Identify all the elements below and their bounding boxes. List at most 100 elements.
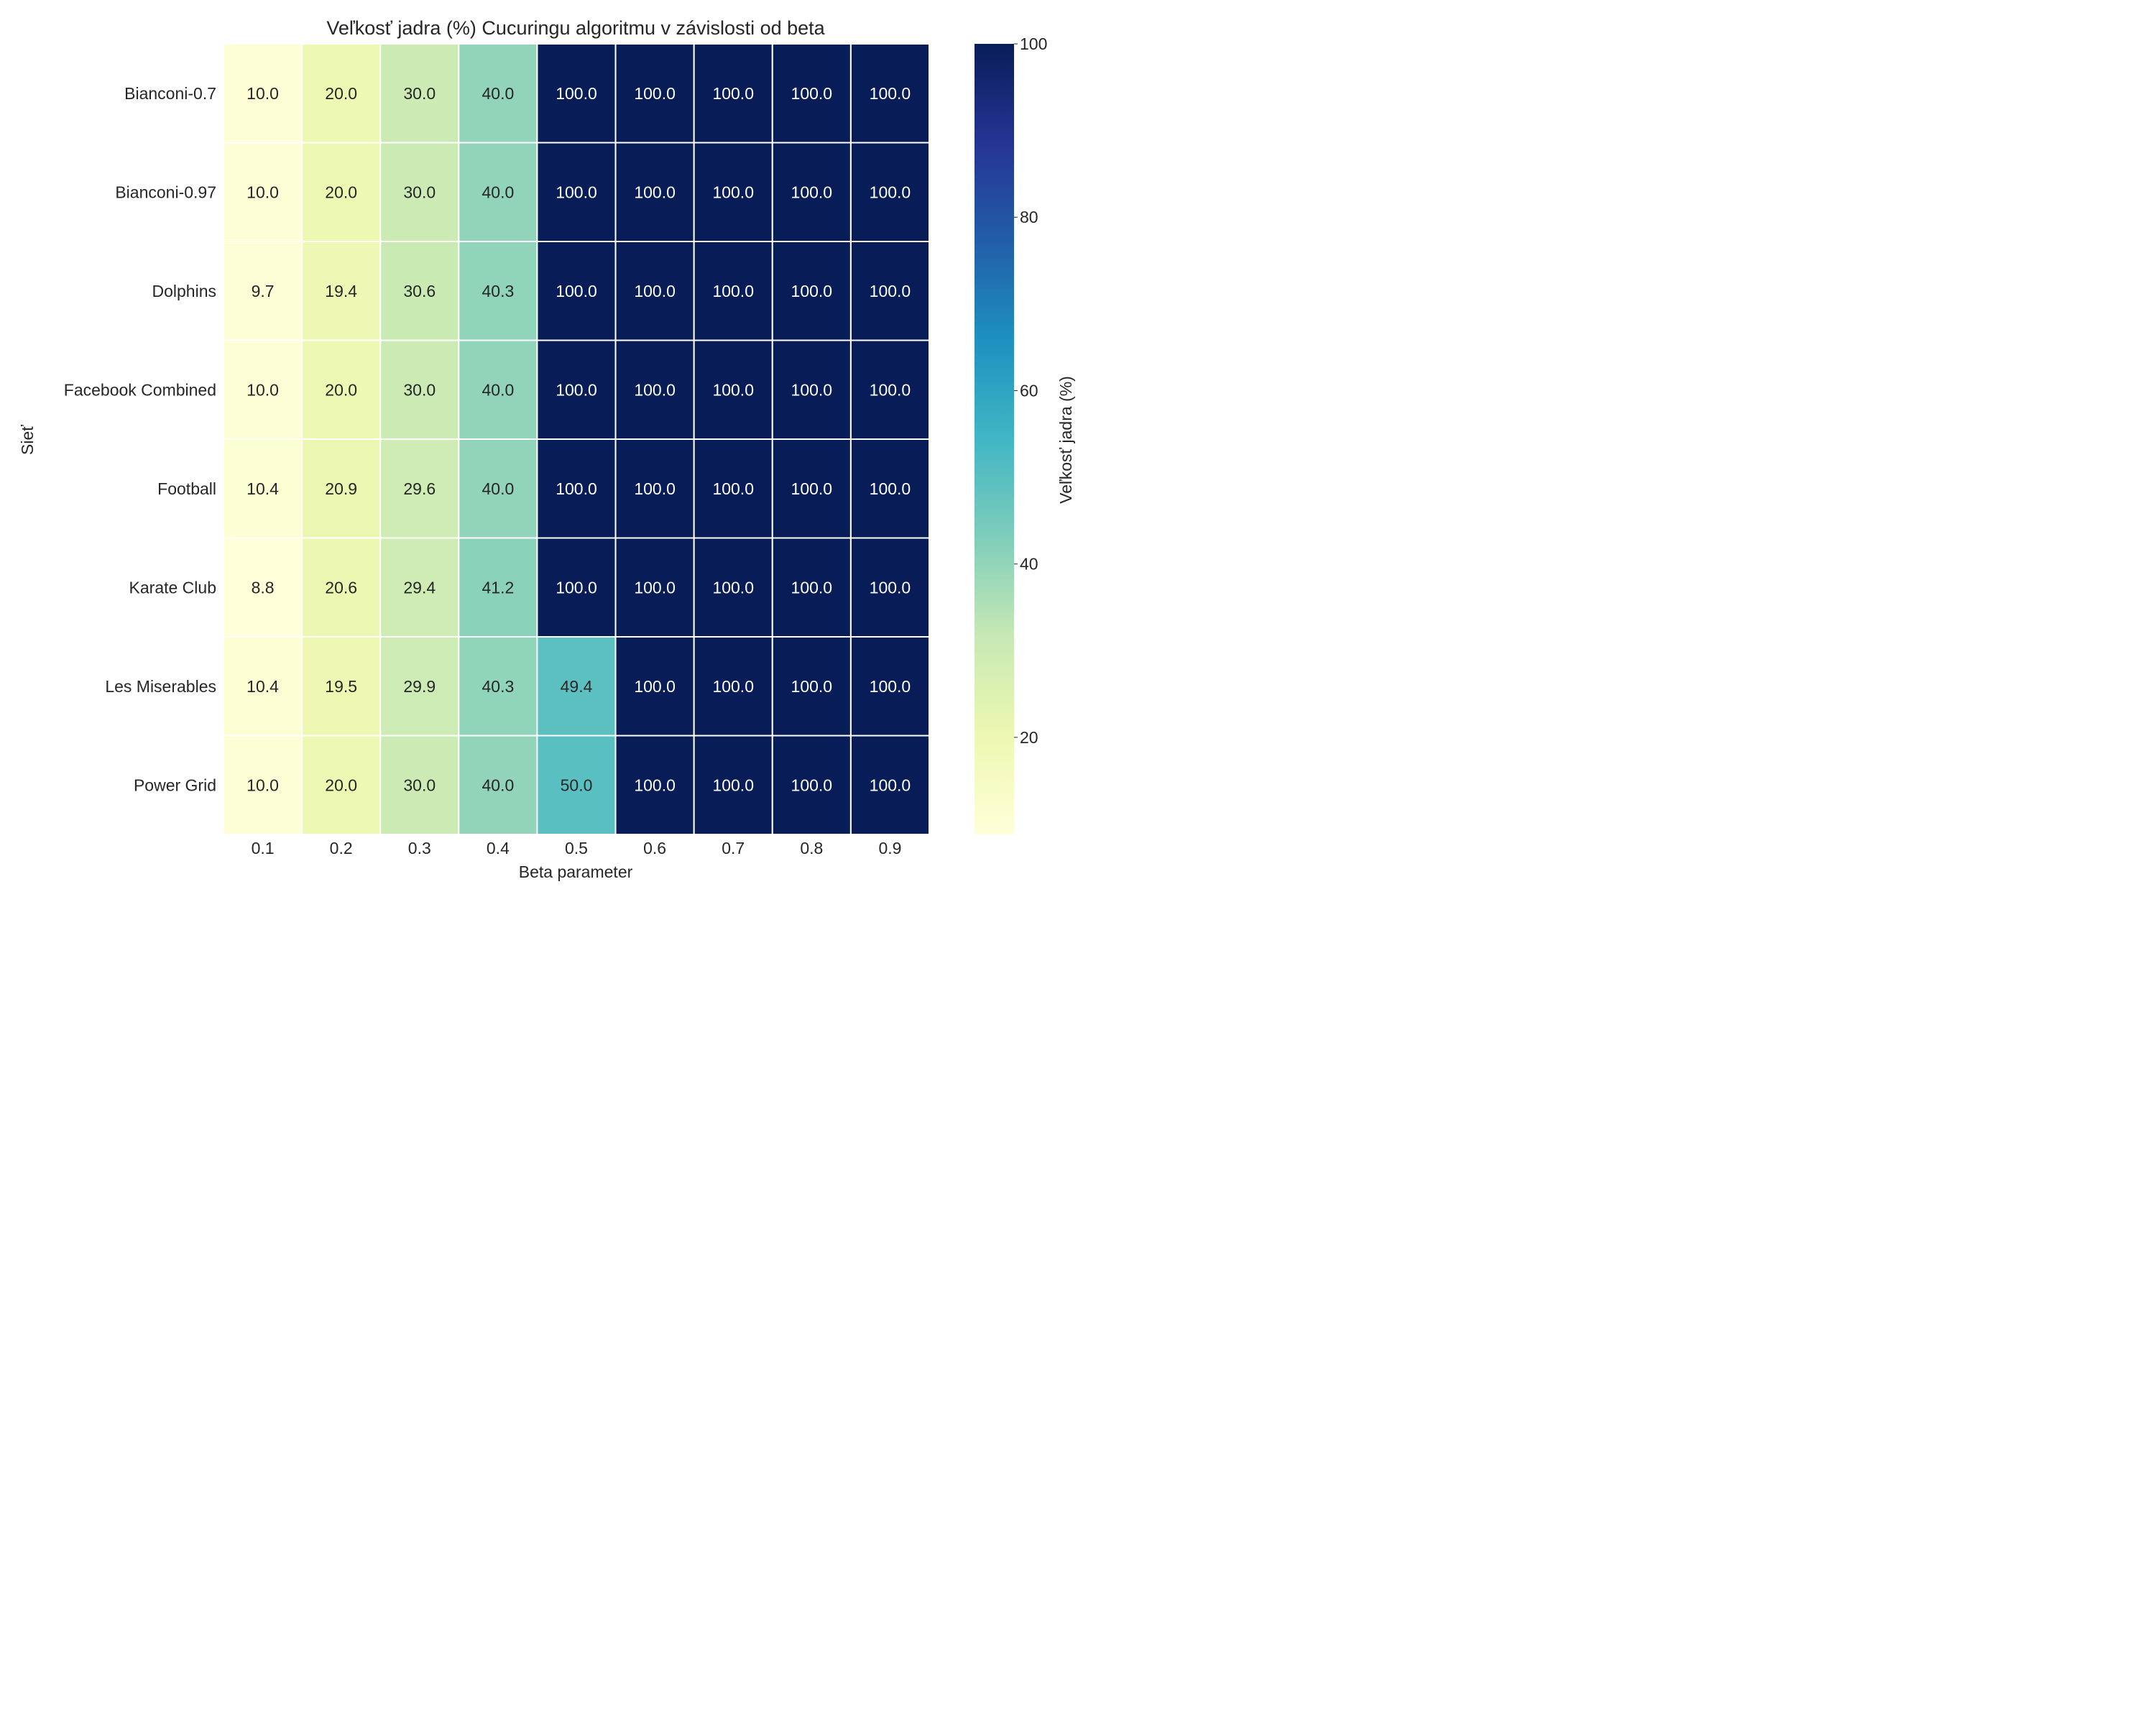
cell-value-label: 100.0	[634, 84, 676, 103]
colorbar-tick-label: 20	[1020, 728, 1038, 747]
cell-value-label: 8.8	[252, 578, 275, 597]
heatmap-cell	[223, 241, 303, 341]
cell-value-label: 20.6	[325, 578, 357, 597]
heatmap-cell	[223, 438, 303, 539]
heatmap-cell	[379, 438, 460, 539]
heatmap-cell	[458, 339, 538, 440]
row-label: Dolphins	[152, 282, 217, 300]
cell-value-label: 19.5	[325, 677, 357, 696]
heatmap-cell	[614, 735, 695, 835]
cell-value-label: 100.0	[712, 677, 754, 696]
cell-value-label: 100.0	[791, 479, 833, 498]
heatmap-cell	[301, 339, 382, 440]
heatmap-cell	[693, 241, 773, 341]
colorbar-tick-label: 40	[1020, 555, 1038, 574]
cell-value-label: 100.0	[634, 183, 676, 201]
heatmap-cell	[301, 241, 382, 341]
cell-value-label: 30.0	[403, 84, 436, 103]
heatmap-cell	[693, 636, 773, 737]
heatmap-cell	[614, 537, 695, 638]
cell-value-label: 41.2	[482, 578, 515, 597]
heatmap-cell	[379, 537, 460, 638]
cell-value-label: 100.0	[712, 380, 754, 399]
cell-value-label: 100.0	[634, 776, 676, 794]
column-label: 0.5	[565, 839, 588, 857]
heatmap-cell	[771, 43, 852, 144]
x-axis-title: Beta parameter	[519, 862, 633, 881]
cell-value-label: 100.0	[870, 183, 911, 201]
heatmap-cell	[223, 43, 303, 144]
cell-value-label: 100.0	[634, 578, 676, 597]
heatmap-cell	[301, 636, 382, 737]
cell-value-label: 40.0	[482, 84, 515, 103]
colorbar-tick-label: 60	[1020, 381, 1038, 400]
cell-value-label: 10.0	[247, 84, 279, 103]
cell-value-label: 30.0	[403, 380, 436, 399]
row-label: Football	[157, 479, 216, 498]
cell-value-label: 100.0	[634, 380, 676, 399]
heatmap-cell	[693, 735, 773, 835]
cell-value-label: 40.0	[482, 776, 515, 794]
heatmap-cell	[379, 142, 460, 242]
cell-value-label: 100.0	[712, 776, 754, 794]
column-label: 0.9	[878, 839, 901, 857]
y-axis-title: Sieť	[18, 425, 37, 455]
heatmap-cell	[536, 241, 617, 341]
cell-value-label: 100.0	[712, 84, 754, 103]
heatmap-cell	[458, 241, 538, 341]
cell-value-label: 100.0	[870, 578, 911, 597]
heatmap-cell	[458, 735, 538, 835]
cell-value-label: 100.0	[870, 380, 911, 399]
cell-value-label: 100.0	[791, 776, 833, 794]
cell-value-label: 20.0	[325, 380, 357, 399]
cell-value-label: 100.0	[556, 479, 597, 498]
cell-value-label: 100.0	[634, 282, 676, 300]
colorbar-tick-label: 100	[1020, 34, 1047, 53]
cell-value-label: 20.9	[325, 479, 357, 498]
cell-value-label: 9.7	[252, 282, 275, 300]
cell-value-label: 49.4	[561, 677, 593, 696]
cell-value-label: 40.0	[482, 479, 515, 498]
cell-value-label: 10.0	[247, 380, 279, 399]
cell-value-label: 100.0	[634, 479, 676, 498]
heatmap-cell	[223, 537, 303, 638]
row-label: Les Miserables	[105, 677, 216, 696]
cell-value-label: 40.0	[482, 380, 515, 399]
heatmap-cell	[849, 438, 931, 539]
cell-value-label: 20.0	[325, 84, 357, 103]
cell-value-label: 10.4	[247, 479, 279, 498]
heatmap-cells: 10.0 20.0 30.0 40.0 100.0 100.0 100.0 100.0 100.…	[223, 43, 931, 835]
cell-value-label: 100.0	[791, 84, 833, 103]
cell-value-label: 100.0	[791, 578, 833, 597]
heatmap-cell	[849, 537, 931, 638]
row-label: Karate Club	[129, 578, 216, 597]
cell-value-label: 100.0	[870, 282, 911, 300]
cell-value-label: 100.0	[791, 282, 833, 300]
cell-value-label: 100.0	[791, 380, 833, 399]
cell-value-label: 100.0	[712, 578, 754, 597]
cell-value-label: 100.0	[556, 380, 597, 399]
cell-value-label: 40.3	[482, 282, 515, 300]
cell-value-label: 100.0	[791, 677, 833, 696]
heatmap-cell	[536, 142, 617, 242]
cell-value-label: 100.0	[712, 183, 754, 201]
cell-value-label: 19.4	[325, 282, 357, 300]
cell-value-label: 100.0	[870, 776, 911, 794]
row-label: Facebook Combined	[64, 380, 216, 399]
heatmap-cell	[614, 43, 695, 144]
cell-value-label: 100.0	[634, 677, 676, 696]
row-labels: Bianconi-0.7 Bianconi-0.97 Dolphins Faceboo…	[64, 84, 216, 795]
heatmap-cell	[849, 142, 931, 242]
heatmap-cell	[301, 43, 382, 144]
cell-value-label: 100.0	[556, 84, 597, 103]
cell-value-label: 29.4	[403, 578, 436, 597]
cell-value-label: 10.4	[247, 677, 279, 696]
cell-value-label: 29.9	[403, 677, 436, 696]
cell-value-label: 30.0	[403, 183, 436, 201]
column-label: 0.7	[722, 839, 745, 857]
row-label: Bianconi-0.7	[124, 84, 216, 103]
row-label: Power Grid	[134, 776, 216, 794]
heatmap-cell	[693, 142, 773, 242]
cell-value-label: 100.0	[556, 183, 597, 201]
heatmap-cell	[223, 636, 303, 737]
